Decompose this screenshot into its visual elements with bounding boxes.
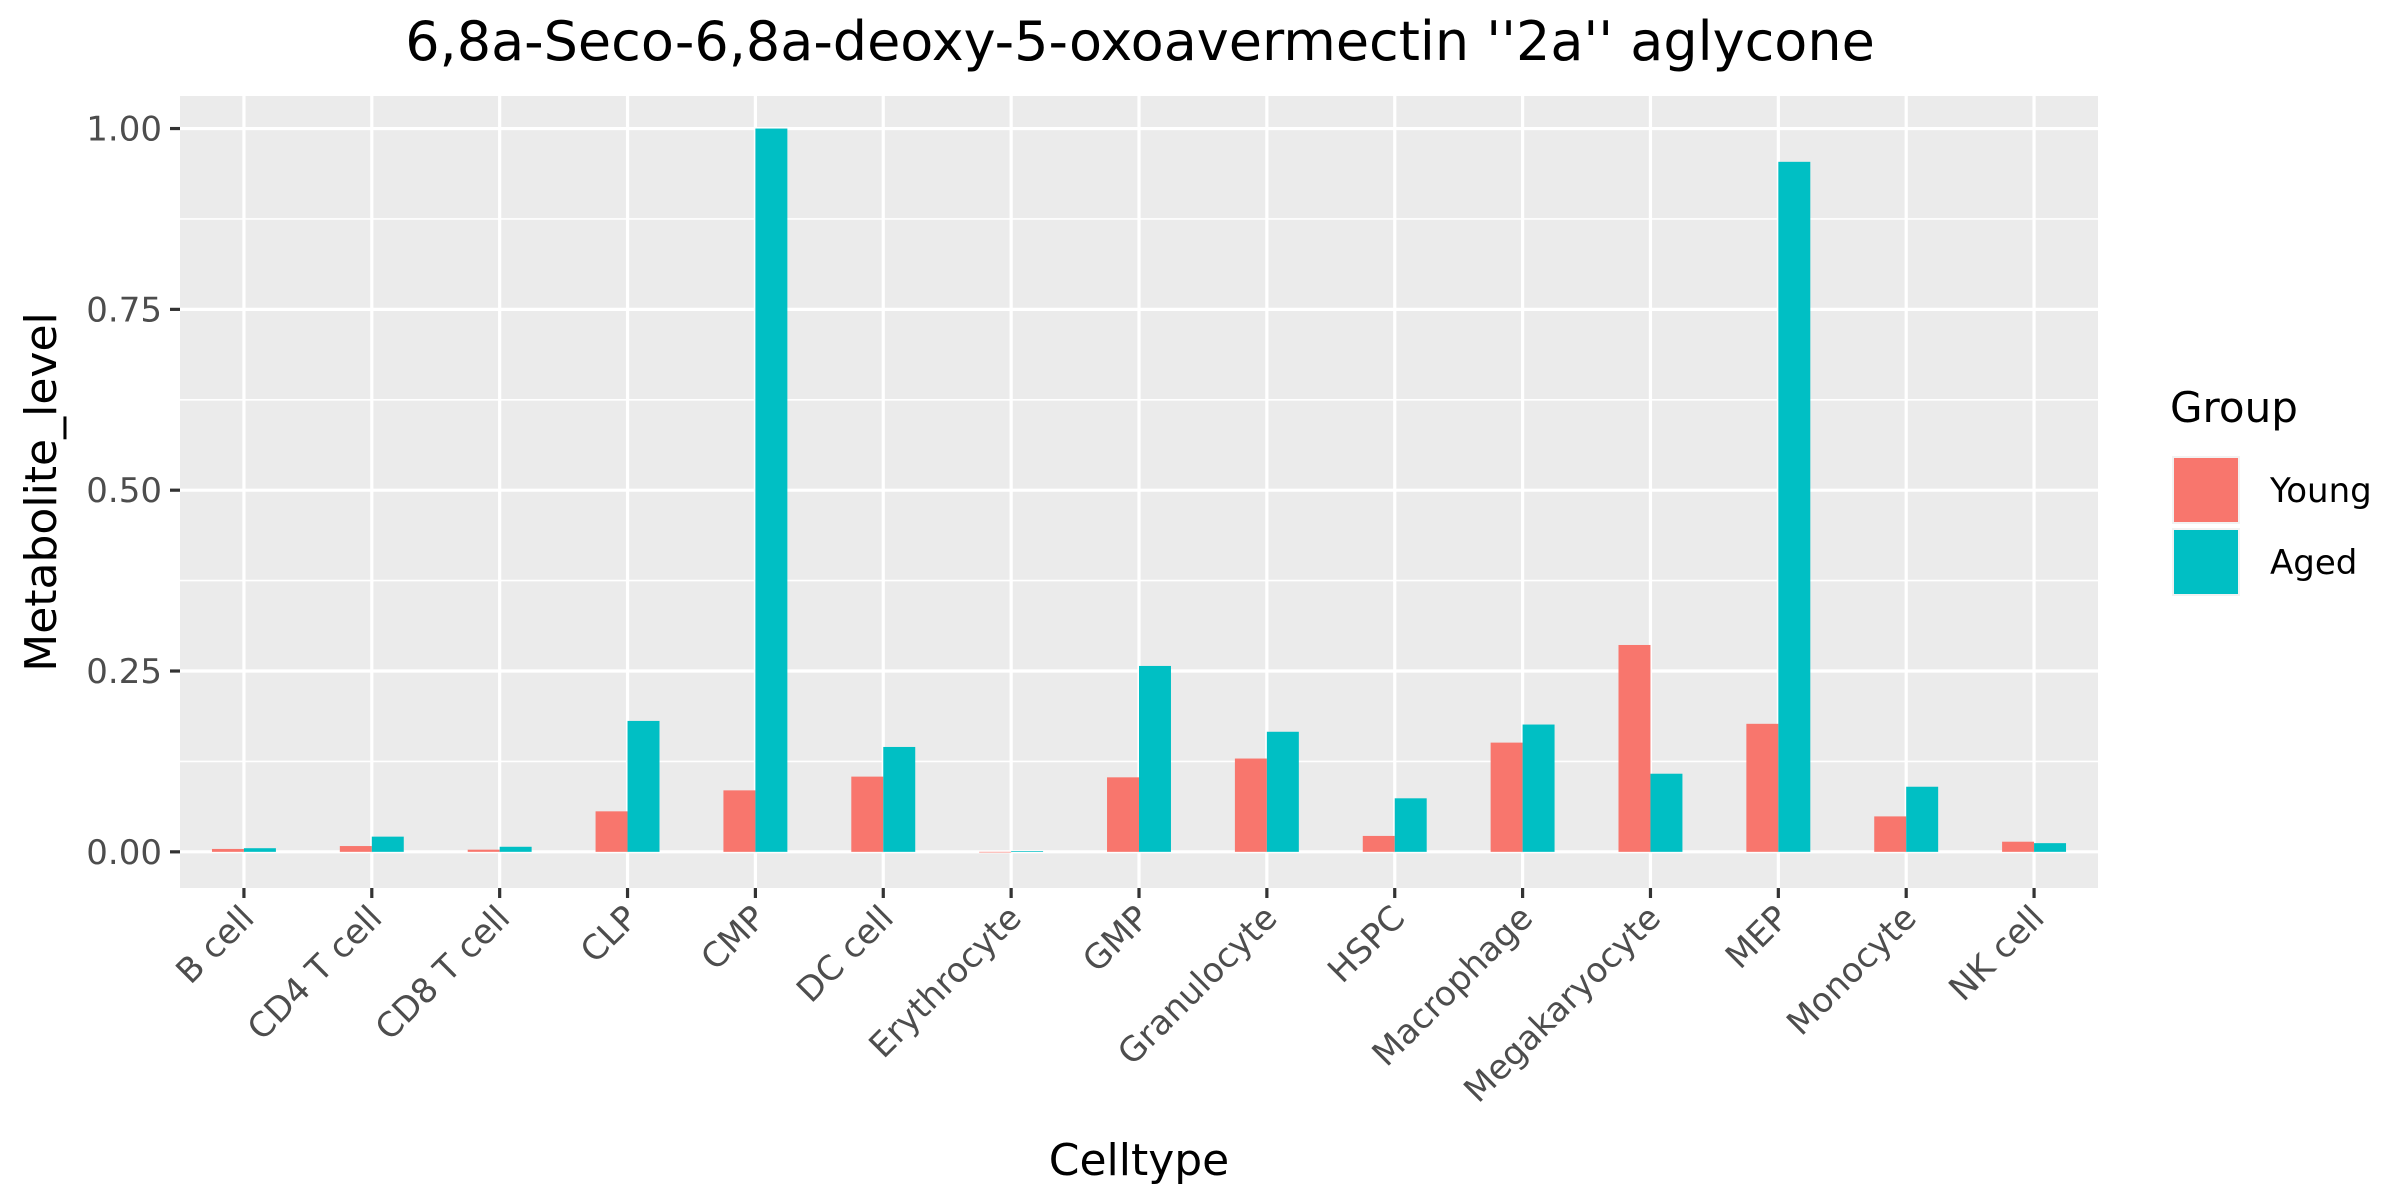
y-tick-label: 0.50 — [86, 471, 162, 511]
legend-label-aged: Aged — [2270, 543, 2357, 583]
bar-young — [979, 851, 1012, 853]
bar-young — [1107, 777, 1139, 852]
y-axis: 0.00 0.25 0.50 0.75 1.00 — [86, 110, 180, 873]
legend: Group Young Aged — [2170, 383, 2372, 596]
bar-young — [339, 846, 372, 852]
bar-aged — [499, 846, 532, 852]
y-tick-label: 0.25 — [86, 652, 162, 692]
bar-aged — [1778, 161, 1811, 852]
bar-young — [1746, 723, 1779, 852]
bar-young — [1490, 742, 1523, 852]
bar-young — [595, 811, 628, 852]
bar-young — [851, 776, 884, 852]
x-tick-label: B cell — [169, 898, 263, 992]
x-tick-label: CMP — [693, 898, 773, 978]
bar-aged — [1522, 724, 1555, 852]
bar-young — [467, 849, 500, 852]
x-axis-title: Celltype — [1049, 1135, 1230, 1186]
x-tick-label: CLP — [573, 898, 646, 971]
bar-young — [1234, 758, 1267, 852]
legend-label-young: Young — [2269, 471, 2372, 511]
bars — [211, 128, 2067, 853]
legend-swatch-young — [2174, 458, 2238, 522]
x-tick-label: MEP — [1718, 898, 1797, 977]
bar-young — [1362, 835, 1395, 852]
x-tick-label: HSPC — [1320, 898, 1413, 991]
bar-aged — [2034, 843, 2067, 852]
x-tick-label: CD8 T cell — [368, 898, 518, 1048]
bar-aged — [1266, 731, 1299, 852]
bar-aged — [883, 746, 916, 852]
legend-title: Group — [2170, 383, 2298, 432]
x-tick-label: CD4 T cell — [240, 898, 390, 1048]
y-axis-title: Metabolite_level — [16, 312, 67, 672]
bar-young — [1618, 644, 1651, 852]
y-tick-label: 0.00 — [86, 833, 162, 873]
bar-young — [211, 848, 244, 852]
bar-young — [1874, 816, 1907, 852]
bar-aged — [1650, 773, 1683, 852]
bar-aged — [1394, 798, 1427, 852]
x-tick-label: GMP — [1075, 898, 1157, 980]
bar-aged — [1139, 665, 1171, 852]
bar-aged — [243, 848, 276, 852]
legend-swatch-aged — [2174, 530, 2238, 594]
bar-aged — [755, 128, 788, 852]
y-tick-label: 1.00 — [86, 110, 162, 150]
legend-items: Young Aged — [2172, 456, 2372, 596]
bar-aged — [371, 836, 404, 852]
y-tick-label: 0.75 — [86, 290, 162, 330]
x-tick-label: NK cell — [1941, 898, 2052, 1009]
x-tick-label: Monocyte — [1779, 898, 1924, 1043]
bar-young — [2002, 841, 2035, 852]
bar-aged — [1906, 786, 1939, 852]
chart-title: 6,8a-Seco-6,8a-deoxy-5-oxoavermectin ''2… — [405, 10, 1875, 73]
bar-aged — [627, 720, 660, 852]
bar-young — [723, 790, 756, 852]
x-tick-label: DC cell — [789, 898, 902, 1011]
bar-aged — [1011, 851, 1044, 852]
